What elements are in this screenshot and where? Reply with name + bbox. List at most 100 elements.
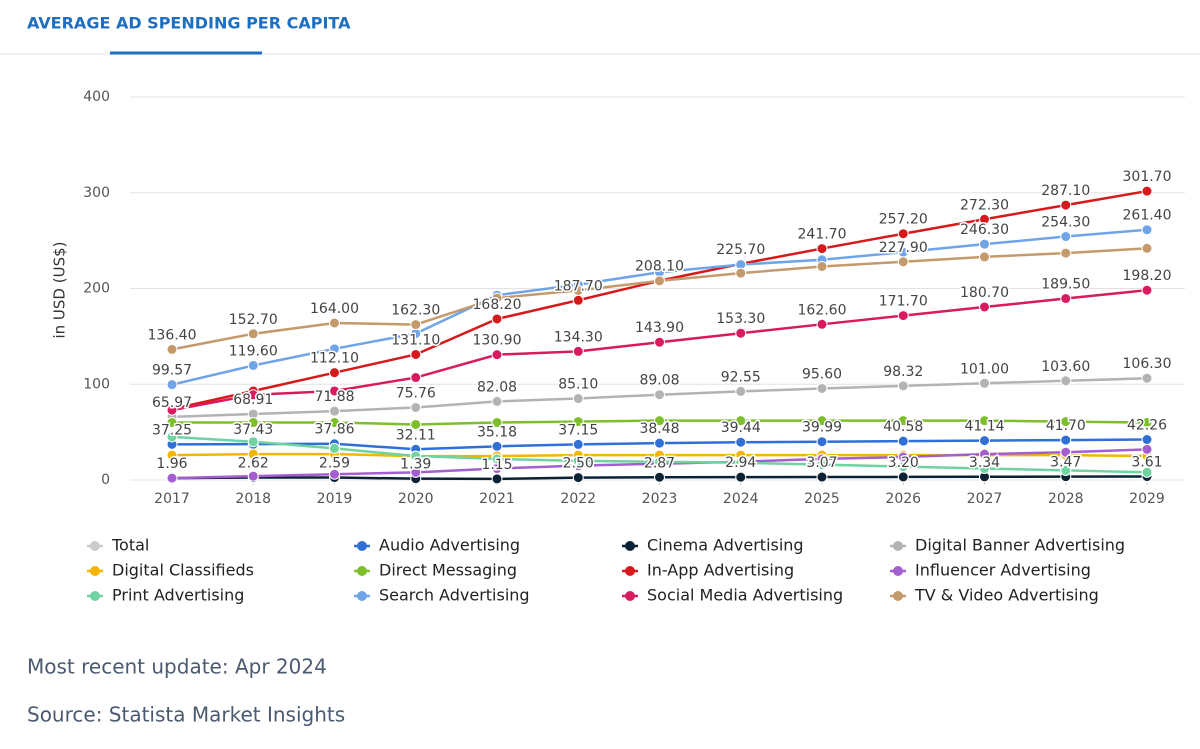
data-label: 106.30	[1123, 356, 1172, 372]
data-label: 1.39	[400, 457, 431, 473]
point	[654, 437, 665, 449]
data-label: 32.11	[396, 427, 436, 443]
data-label: 37.86	[314, 422, 354, 438]
data-label: 134.30	[554, 329, 603, 345]
x-tick-label: 2019	[317, 491, 353, 507]
data-label: 1.15	[481, 457, 512, 473]
point	[816, 382, 828, 394]
legend-label: Print Advertising	[112, 586, 244, 605]
data-label: 40.58	[883, 419, 923, 435]
point	[491, 453, 503, 465]
point	[1060, 464, 1072, 476]
y-tick-label: 100	[83, 376, 110, 392]
source-note: Source: Statista Market Insights	[27, 703, 345, 727]
point	[1060, 434, 1072, 446]
point	[735, 267, 747, 279]
point	[816, 436, 828, 448]
data-label: 1.96	[156, 456, 187, 472]
point	[1141, 242, 1153, 254]
point	[491, 440, 503, 452]
point	[654, 471, 665, 483]
legend-marker	[357, 566, 367, 576]
point	[1141, 443, 1153, 455]
point	[897, 380, 909, 392]
point	[410, 401, 422, 413]
point	[897, 415, 909, 427]
legend-marker	[357, 541, 367, 551]
legend-label: Digital Banner Advertising	[915, 536, 1125, 555]
data-label: 37.25	[152, 422, 192, 438]
data-label: 37.15	[558, 422, 598, 438]
point	[1141, 417, 1153, 429]
legend-label: Social Media Advertising	[647, 586, 843, 605]
point	[1141, 372, 1153, 384]
point	[491, 417, 503, 429]
data-label: 3.47	[1050, 455, 1081, 471]
plot	[166, 185, 1153, 485]
legend-label: Search Advertising	[379, 586, 530, 605]
legend-marker	[90, 541, 100, 551]
point	[572, 472, 584, 484]
x-tick-label: 2027	[967, 491, 1003, 507]
data-label: 136.40	[148, 327, 197, 343]
data-label: 38.48	[639, 421, 679, 437]
point	[572, 393, 584, 405]
point	[979, 435, 990, 447]
data-label: 71.88	[314, 389, 354, 405]
x-tick-label: 2024	[723, 491, 759, 507]
y-tick-label: 200	[83, 281, 110, 297]
point	[735, 457, 747, 469]
point	[897, 461, 909, 473]
data-label: 2.94	[725, 455, 756, 471]
x-tick-label: 2021	[479, 491, 515, 507]
grid: 0 100 200 300 400 2017 2018 2019 2020 2021 2022 202…	[83, 89, 1185, 507]
data-label: 2.87	[644, 455, 675, 471]
point	[1060, 231, 1072, 243]
point	[1141, 434, 1153, 446]
data-label: 189.50	[1041, 277, 1090, 293]
legend-marker	[625, 541, 635, 551]
legend-label: Influencer Advertising	[915, 561, 1091, 580]
point	[897, 310, 909, 322]
data-label: 82.08	[477, 379, 517, 395]
point	[329, 385, 340, 397]
data-label: 225.70	[716, 242, 765, 258]
point	[1060, 416, 1072, 428]
data-label: 35.18	[477, 424, 517, 440]
data-label: 3.34	[969, 455, 1000, 471]
point	[329, 405, 340, 417]
data-label: 254.30	[1041, 215, 1090, 231]
point	[329, 317, 340, 329]
x-tick-label: 2025	[804, 491, 840, 507]
data-label: 75.76	[396, 385, 436, 401]
point	[410, 418, 422, 430]
legend-marker	[893, 591, 903, 601]
data-label: 3.61	[1131, 455, 1162, 471]
point	[735, 327, 747, 339]
point	[654, 389, 665, 401]
data-label: 41.14	[964, 419, 1004, 435]
point	[816, 415, 828, 427]
point	[166, 431, 178, 443]
point	[735, 385, 747, 397]
data-label: 287.10	[1041, 183, 1090, 199]
point	[1141, 284, 1153, 296]
x-tick-label: 2018	[235, 491, 271, 507]
point	[329, 343, 340, 355]
point	[1060, 293, 1072, 305]
data-label: 65.97	[152, 395, 192, 411]
point	[979, 377, 990, 389]
point	[1141, 224, 1153, 236]
legend-label: TV & Video Advertising	[914, 586, 1099, 605]
data-label: 99.57	[152, 363, 192, 379]
point	[572, 284, 584, 296]
data-label: 241.70	[798, 227, 847, 243]
point	[166, 449, 178, 461]
point	[491, 292, 503, 304]
data-label: 152.70	[229, 312, 278, 328]
data-label: 257.20	[879, 212, 928, 228]
data-label: 171.70	[879, 294, 928, 310]
data-label: 95.60	[802, 366, 842, 382]
data-label: 180.70	[960, 285, 1009, 301]
